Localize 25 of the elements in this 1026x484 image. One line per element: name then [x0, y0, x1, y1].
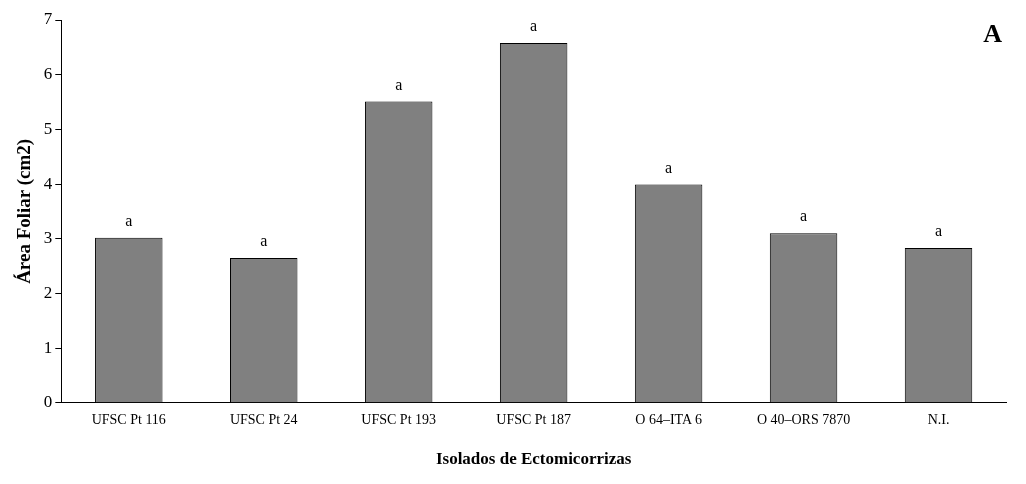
annotation: a: [125, 211, 133, 229]
annotation: a: [530, 17, 538, 35]
x-tick-label: UFSC Pt 187: [496, 411, 571, 427]
x-tick-label: UFSC Pt 24: [229, 411, 298, 427]
y-tick-label: 2: [43, 282, 53, 302]
x-tick-label: O 64–ITA 6: [635, 411, 702, 427]
x-tick-label: O 40–ORS 7870: [756, 411, 851, 427]
y-tick-label: 4: [43, 173, 53, 193]
y-tick-label: 1: [43, 337, 53, 357]
x-tick-label: N.I.: [927, 411, 950, 427]
annotation: a: [665, 158, 673, 176]
y-tick-label: 6: [43, 64, 53, 84]
x-tick-label: UFSC Pt 116: [91, 411, 166, 427]
x-tick-label: UFSC Pt 193: [361, 411, 437, 427]
annotation: a: [260, 232, 268, 250]
y-tick-label: 3: [43, 228, 53, 248]
y-tick-label: 5: [43, 118, 53, 138]
y-axis-title: Área Foliar (cm2): [13, 138, 36, 284]
y-tick-label: 0: [43, 392, 53, 412]
x-axis-title: Isolados de Ectomicorrizas: [435, 449, 632, 469]
annotation: a: [800, 207, 808, 225]
annotation: A: [983, 18, 1003, 48]
annotation: a: [934, 222, 943, 240]
y-tick-label: 7: [43, 9, 53, 29]
annotation: a: [395, 75, 403, 93]
